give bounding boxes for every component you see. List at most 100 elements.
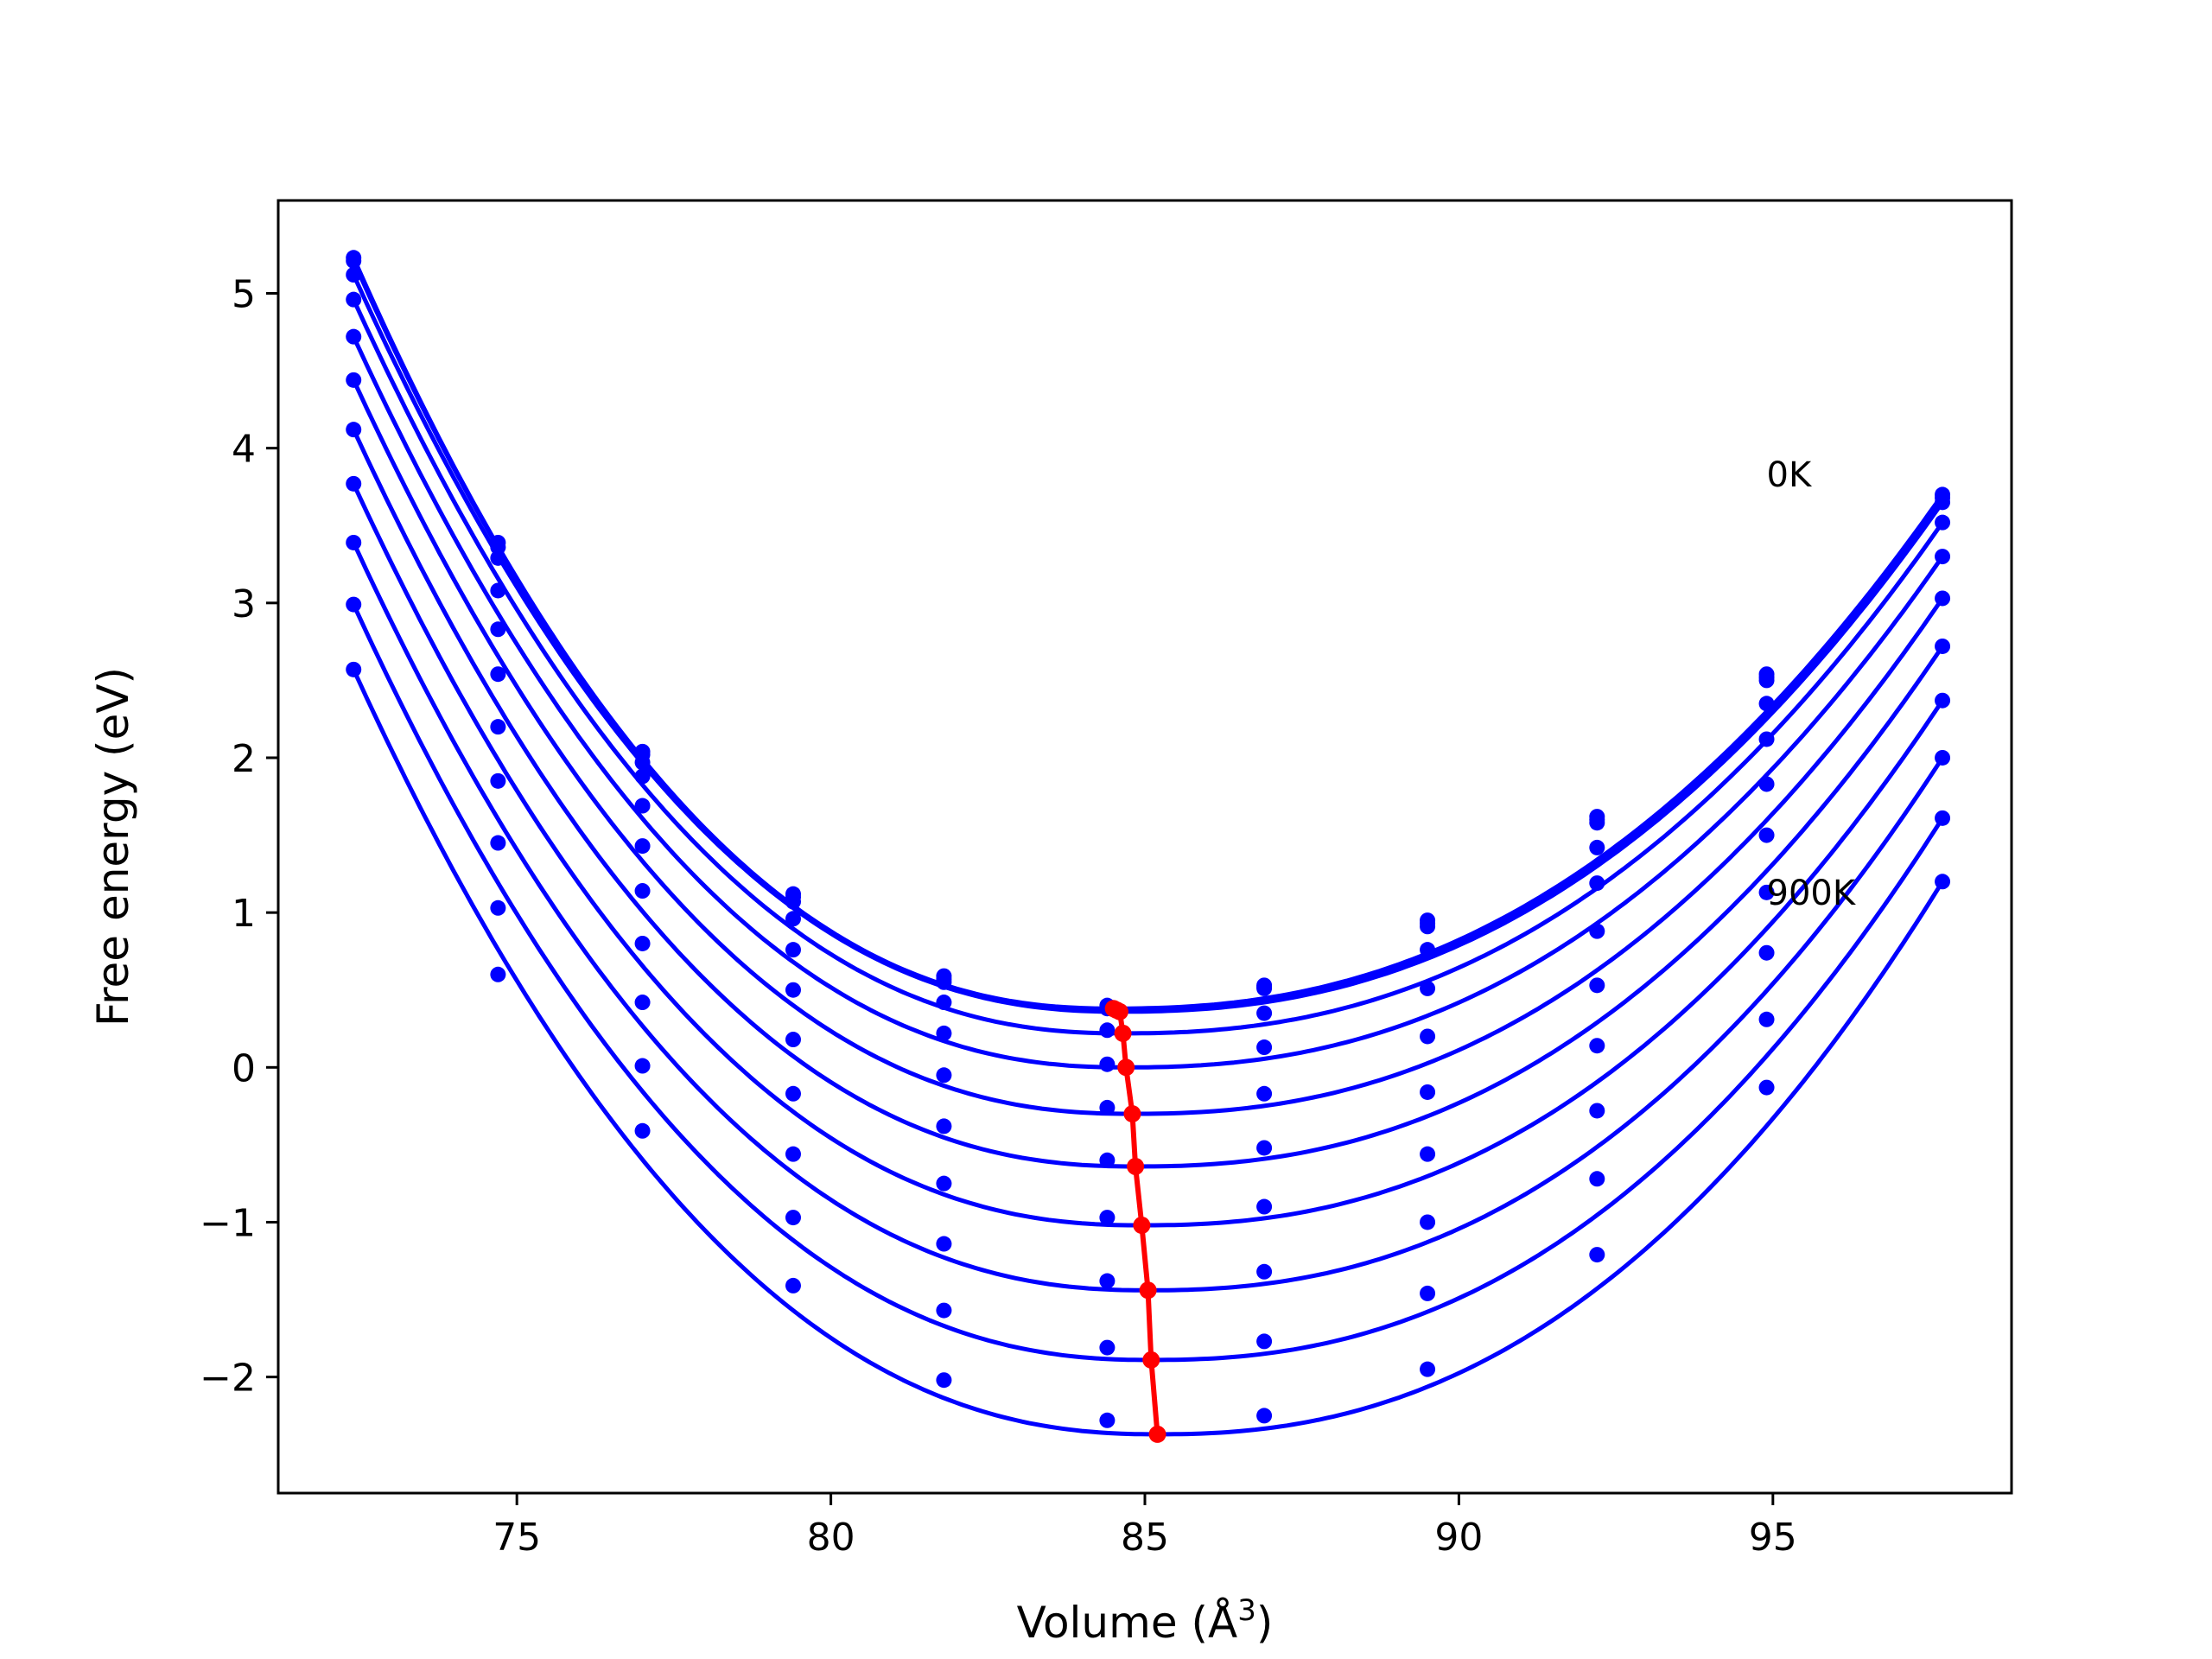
energy-data-point — [1420, 942, 1436, 958]
energy-data-point — [346, 422, 362, 438]
x-axis-label-text: Volume (Å — [1017, 1598, 1238, 1648]
energy-data-point — [1256, 980, 1273, 996]
energy-data-point — [346, 534, 362, 550]
energy-data-point — [1256, 1140, 1273, 1156]
minimum-point — [1123, 1105, 1141, 1123]
energy-data-point — [490, 582, 506, 599]
energy-data-point — [1758, 776, 1775, 792]
energy-data-point — [346, 475, 362, 492]
x-axis-ticks: 75 80 85 90 95 — [493, 1493, 1797, 1560]
energy-data-point — [1099, 1339, 1116, 1356]
energy-data-point — [1589, 1038, 1605, 1054]
minimum-point — [1117, 1058, 1135, 1077]
energy-data-point — [490, 835, 506, 851]
energy-data-point — [1758, 696, 1775, 712]
energy-data-point — [1420, 1361, 1436, 1377]
energy-data-point — [1099, 1022, 1116, 1039]
energy-data-point — [785, 942, 801, 958]
energy-data-point — [490, 719, 506, 735]
energy-curve — [351, 668, 1945, 1437]
minimum-point — [1139, 1281, 1157, 1300]
energy-data-point — [785, 1085, 801, 1102]
energy-data-point — [1420, 1028, 1436, 1045]
energy-data-point — [1099, 1273, 1116, 1289]
energy-data-point — [490, 550, 506, 566]
energy-data-point — [1420, 1285, 1436, 1301]
energy-data-point — [1758, 1079, 1775, 1096]
x-tick-label: 95 — [1749, 1516, 1797, 1560]
y-tick-label: 1 — [232, 892, 256, 936]
energy-data-point — [1099, 1412, 1116, 1428]
energy-curve — [351, 335, 1945, 1070]
energy-data-point — [1256, 1005, 1273, 1021]
energy-data-point — [634, 1058, 651, 1074]
energy-data-point — [1256, 1263, 1273, 1280]
energy-data-point — [346, 372, 362, 388]
energy-data-point — [785, 893, 801, 910]
energy-data-point — [346, 328, 362, 345]
minimum-point — [1148, 1425, 1166, 1443]
energy-data-point — [1256, 1408, 1273, 1424]
energy-data-point — [1758, 672, 1775, 689]
energy-data-point — [1935, 494, 1951, 511]
energy-data-point — [490, 966, 506, 982]
y-tick-label: 4 — [232, 428, 256, 472]
energy-data-point — [1099, 1056, 1116, 1072]
energy-data-point — [634, 798, 651, 814]
y-tick-label: 0 — [232, 1046, 256, 1090]
energy-data-point — [634, 838, 651, 855]
x-axis-label-end: ) — [1256, 1598, 1274, 1648]
energy-data-point — [936, 995, 952, 1011]
curve-temperature-label: 0K — [1767, 455, 1813, 495]
minima-group — [1104, 1000, 1166, 1443]
energy-data-point — [1935, 874, 1951, 890]
energy-data-point — [1935, 749, 1951, 766]
energy-data-point — [346, 596, 362, 613]
x-axis-label: Volume (Å3) — [1017, 1593, 1274, 1648]
energy-data-point — [785, 1210, 801, 1226]
y-tick-label: 5 — [232, 272, 256, 316]
y-axis-label: Free energy (eV) — [88, 667, 138, 1027]
energy-data-point — [936, 1372, 952, 1389]
energy-curve — [351, 273, 1945, 1014]
energy-data-point — [1589, 815, 1605, 831]
energy-curve — [351, 429, 1945, 1169]
energy-data-point — [490, 772, 506, 789]
energy-curve — [351, 378, 1945, 1116]
minimum-point — [1142, 1351, 1160, 1369]
y-tick-label: −2 — [200, 1357, 256, 1401]
energy-data-point — [1758, 1011, 1775, 1027]
energy-data-point — [1099, 1210, 1116, 1226]
energy-data-point — [1758, 884, 1775, 900]
energy-data-point — [1256, 1333, 1273, 1350]
energy-data-point — [634, 995, 651, 1011]
energy-data-point — [785, 911, 801, 927]
energy-data-point — [1099, 1152, 1116, 1168]
energy-data-point — [490, 539, 506, 556]
energy-data-point — [1589, 1247, 1605, 1263]
energy-data-point — [1589, 1103, 1605, 1119]
energy-data-point — [1935, 638, 1951, 654]
energy-data-point — [1935, 590, 1951, 607]
point-group — [346, 250, 1951, 1428]
x-tick-label: 80 — [807, 1516, 855, 1560]
energy-data-point — [936, 1025, 952, 1041]
energy-data-point — [936, 974, 952, 990]
energy-data-point — [785, 1146, 801, 1162]
energy-data-point — [1420, 1084, 1436, 1100]
x-tick-label: 85 — [1121, 1516, 1169, 1560]
x-tick-label: 75 — [493, 1516, 541, 1560]
energy-data-point — [634, 754, 651, 771]
energy-data-point — [1589, 1171, 1605, 1187]
energy-data-point — [634, 768, 651, 785]
minimum-point — [1110, 1002, 1128, 1020]
x-tick-label: 90 — [1434, 1516, 1483, 1560]
energy-data-point — [1589, 977, 1605, 994]
annotation-group: 0K 900K — [1767, 455, 1857, 913]
energy-curve — [351, 298, 1945, 1036]
energy-data-point — [1758, 827, 1775, 843]
minimum-point — [1114, 1024, 1132, 1042]
energy-data-point — [490, 899, 506, 916]
